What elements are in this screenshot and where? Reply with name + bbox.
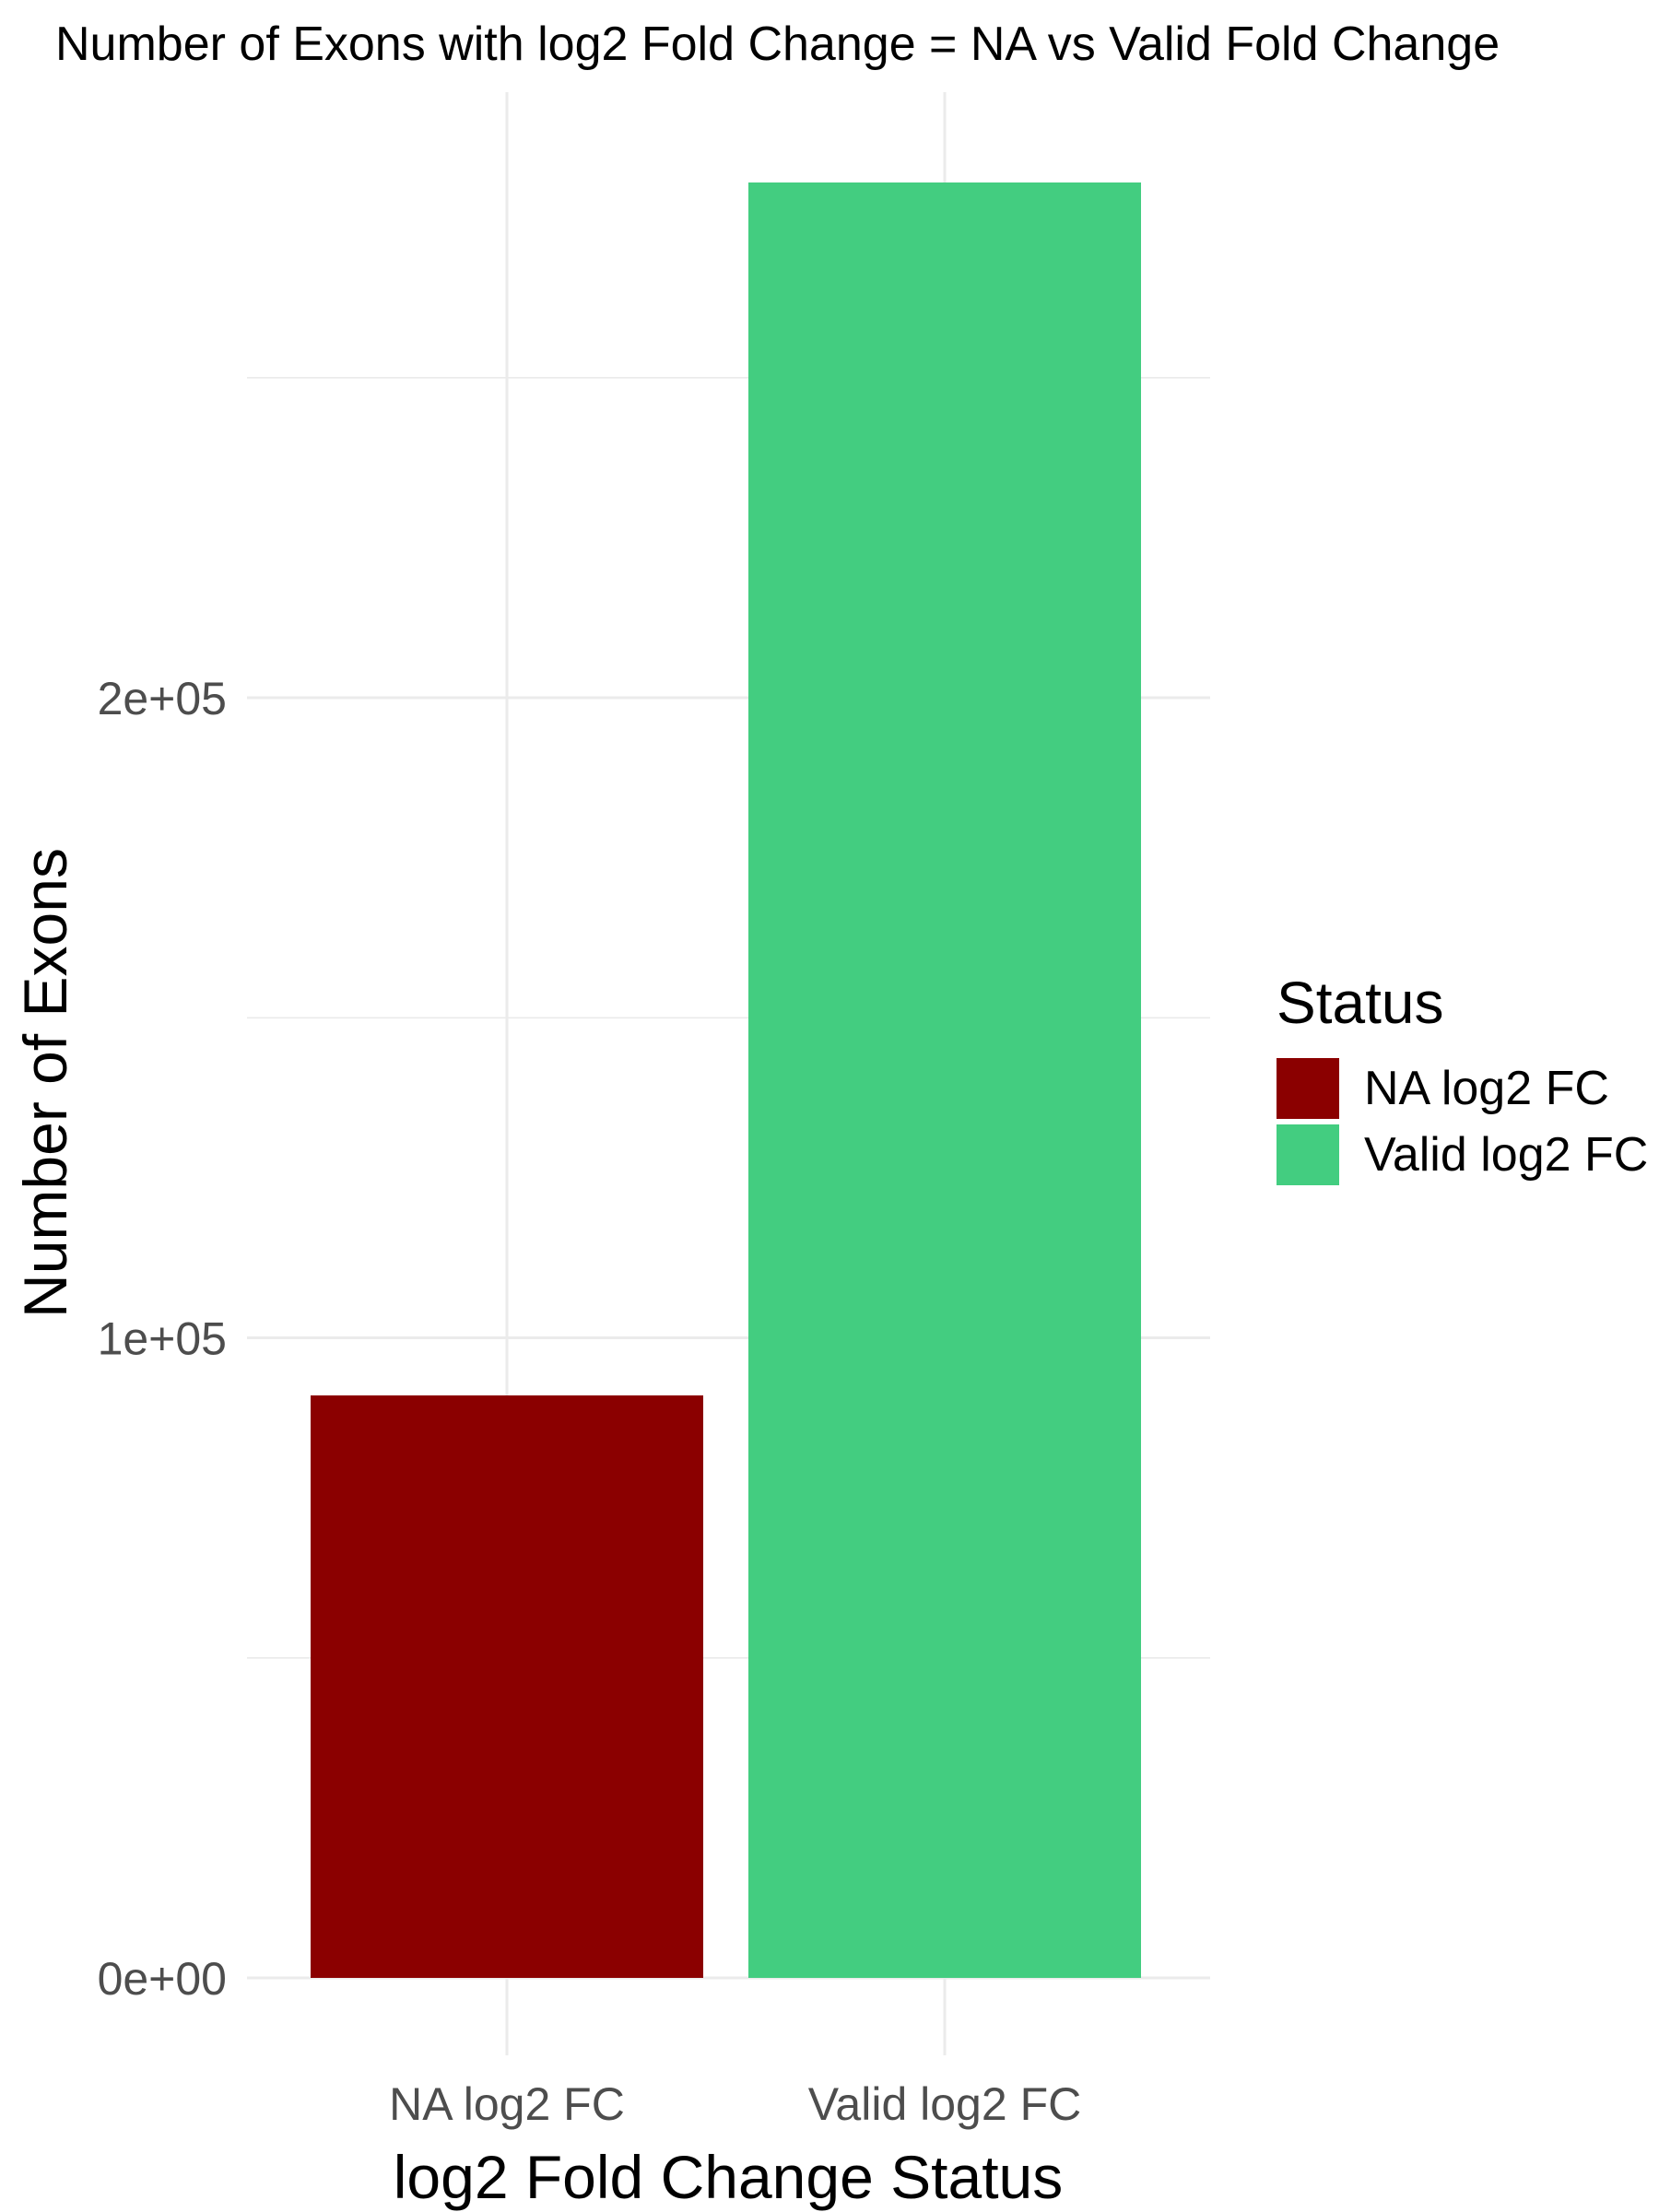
legend-entries: NA log2 FC Valid log2 FC (1277, 1058, 1648, 1185)
y-tick-label: 0e+00 (98, 1953, 227, 2005)
y-axis-ticks: 0e+00 1e+05 2e+05 (98, 673, 227, 2005)
legend-label: Valid log2 FC (1364, 1128, 1648, 1182)
x-axis-ticks: NA log2 FC Valid log2 FC (389, 2078, 1081, 2130)
x-axis-title: log2 Fold Change Status (394, 2143, 1063, 2211)
bars (311, 182, 1141, 1978)
bar-valid-log2-fc (748, 182, 1141, 1978)
y-axis-title: Number of Exons (11, 848, 79, 1318)
legend-label: NA log2 FC (1364, 1062, 1609, 1115)
legend-key (1277, 1058, 1339, 1119)
chart-title: Number of Exons with log2 Fold Change = … (55, 18, 1500, 71)
x-tick-label: NA log2 FC (389, 2078, 625, 2130)
y-tick-label: 1e+05 (98, 1313, 227, 1365)
y-tick-label: 2e+05 (98, 673, 227, 724)
legend-title: Status (1277, 970, 1443, 1036)
bar-na-log2-fc (311, 1395, 703, 1978)
legend-key (1277, 1124, 1339, 1185)
x-tick-label: Valid log2 FC (808, 2078, 1081, 2130)
legend: Status NA log2 FC Valid log2 FC (1277, 970, 1648, 1185)
